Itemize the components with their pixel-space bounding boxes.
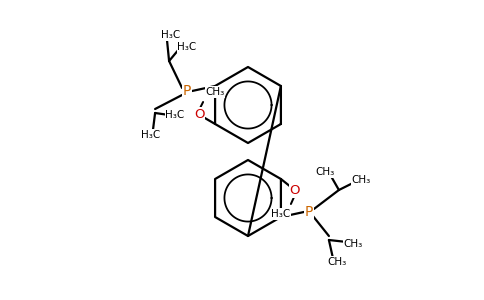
Text: H₃C: H₃C (272, 209, 290, 219)
Text: CH₃: CH₃ (351, 175, 371, 185)
Text: O: O (194, 107, 204, 121)
Text: H₃C: H₃C (162, 30, 181, 40)
Text: P: P (183, 84, 191, 98)
Text: H₃C: H₃C (178, 42, 197, 52)
Text: P: P (305, 205, 313, 219)
Text: O: O (289, 184, 300, 197)
Text: H₃C: H₃C (166, 110, 185, 120)
Text: H₃C: H₃C (141, 130, 161, 140)
Text: CH₃: CH₃ (206, 87, 225, 97)
Text: CH₃: CH₃ (343, 239, 363, 249)
Text: CH₃: CH₃ (327, 257, 347, 267)
Text: CH₃: CH₃ (315, 167, 334, 177)
